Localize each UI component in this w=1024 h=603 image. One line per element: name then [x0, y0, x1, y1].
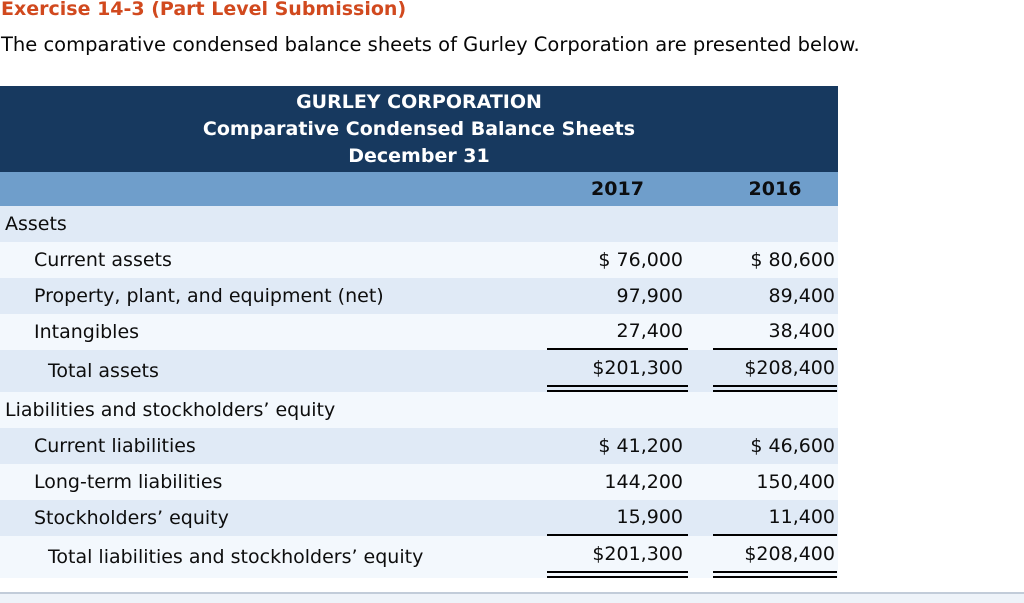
- amount-2017: 144,200: [604, 471, 683, 493]
- amount-2016: $208,400: [713, 350, 837, 392]
- column-header-2017: 2017: [591, 178, 644, 200]
- amount-2016: $208,400: [713, 536, 837, 578]
- table-row-total-assets: Total assets $201,300 $208,400: [0, 350, 838, 392]
- table-row-current-assets: Current assets $ 76,000 $ 80,600: [0, 242, 838, 278]
- amount-2016: 11,400: [713, 500, 837, 536]
- amount-2017: $201,300: [547, 350, 688, 392]
- company-name: GURLEY CORPORATION: [296, 91, 542, 113]
- table-row-ppe: Property, plant, and equipment (net) 97,…: [0, 278, 838, 314]
- exercise-title: Exercise 14-3 (Part Level Submission): [1, 0, 407, 20]
- table-row-total-liabilities-equity: Total liabilities and stockholders’ equi…: [0, 536, 838, 578]
- amount-2017: $201,300: [547, 536, 688, 578]
- amount-2017: 15,900: [547, 500, 688, 536]
- amount-2017: [547, 206, 688, 242]
- table-row-long-term-liabilities: Long-term liabilities 144,200 150,400: [0, 464, 838, 500]
- amount-2016: [713, 206, 837, 242]
- row-label: Current liabilities: [34, 435, 196, 457]
- table-row-liabilities-section: Liabilities and stockholders’ equity: [0, 392, 838, 428]
- statement-date: December 31: [348, 145, 490, 167]
- amount-2016: 89,400: [768, 285, 835, 307]
- table-row-stockholders-equity: Stockholders’ equity 15,900 11,400: [0, 500, 838, 536]
- amount-2016: 150,400: [756, 471, 835, 493]
- amount-2017: 97,900: [616, 285, 683, 307]
- row-label: Total assets: [48, 360, 159, 382]
- row-label: Property, plant, and equipment (net): [34, 285, 384, 307]
- amount-2016: $ 80,600: [750, 249, 835, 271]
- amount-2016: 38,400: [713, 314, 837, 350]
- table-title-block: GURLEY CORPORATION Comparative Condensed…: [0, 86, 838, 172]
- table-row-current-liabilities: Current liabilities $ 41,200 $ 46,600: [0, 428, 838, 464]
- balance-sheet-table: GURLEY CORPORATION Comparative Condensed…: [0, 86, 838, 578]
- statement-name: Comparative Condensed Balance Sheets: [202, 118, 636, 140]
- amount-2016: $ 46,600: [750, 435, 835, 457]
- row-label: Liabilities and stockholders’ equity: [5, 399, 336, 421]
- column-header-row: 2017 2016: [0, 172, 838, 206]
- row-label: Intangibles: [34, 321, 140, 343]
- table-row-assets-section: Assets: [0, 206, 838, 242]
- next-panel-top-edge: [0, 592, 1024, 603]
- intro-text: The comparative condensed balance sheets…: [1, 33, 860, 56]
- row-label: Long-term liabilities: [34, 471, 223, 493]
- row-label: Total liabilities and stockholders’ equi…: [48, 546, 424, 568]
- amount-2017: $ 76,000: [598, 249, 683, 271]
- table-row-intangibles: Intangibles 27,400 38,400: [0, 314, 838, 350]
- row-label: Current assets: [34, 249, 172, 271]
- row-label: Stockholders’ equity: [34, 507, 229, 529]
- amount-2017: 27,400: [547, 314, 688, 350]
- column-header-2016: 2016: [748, 178, 802, 200]
- row-label: Assets: [5, 213, 67, 235]
- amount-2017: [547, 392, 688, 428]
- amount-2016: [713, 392, 837, 428]
- amount-2017: $ 41,200: [598, 435, 683, 457]
